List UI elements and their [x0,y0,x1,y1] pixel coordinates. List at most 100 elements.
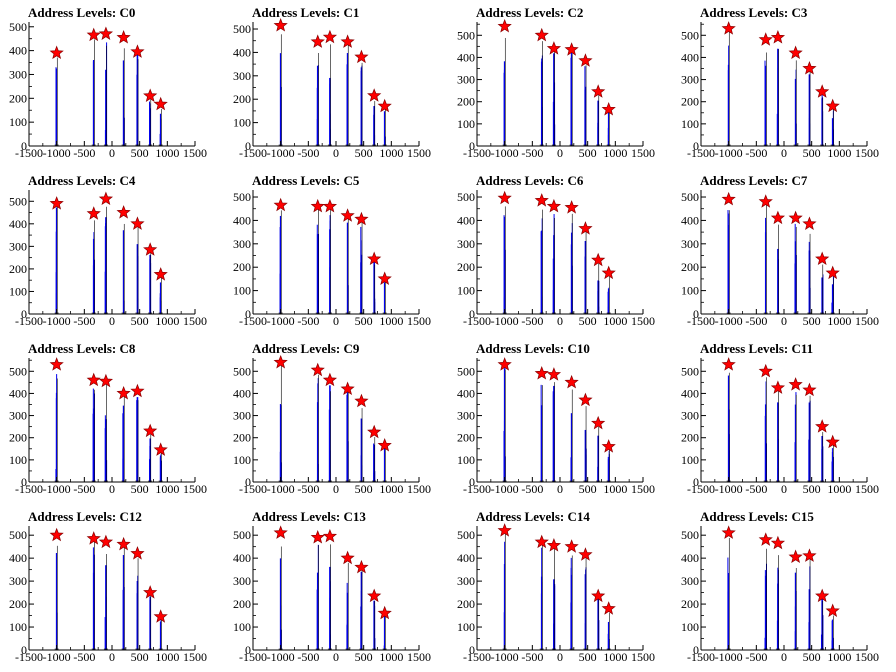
peak-marker [130,383,145,398]
x-tick-label: 0 [109,314,115,328]
y-tick-label: 300 [233,69,251,83]
histogram-plot: 0 100 200 300 400 500 -1500 -1000 -500 0 500 1000 15… [9,357,207,496]
peak-marker [273,197,288,212]
peak-marker [143,88,158,102]
y-tick-label: 500 [9,20,27,34]
y-tick-label: 100 [457,284,475,298]
x-tick-label: -1000 [491,650,519,664]
y-tick-label: 500 [681,364,699,378]
x-tick-label: 1000 [155,650,179,664]
x-tick-label: -1000 [715,314,743,328]
y-tick-label: 300 [9,239,27,253]
y-tick-label: 300 [9,574,27,588]
peak-marker [578,547,593,561]
y-tick-label: 500 [457,528,475,542]
peak-marker [788,45,803,60]
y-tick-label: 300 [233,237,251,251]
x-tick-label: 1000 [827,482,851,496]
peak-markers [273,197,392,285]
peak-marker [143,423,158,438]
x-tick-label: -500 [521,482,543,496]
peak-markers [273,525,392,620]
peak-marker [86,27,101,42]
histogram-plot: 0 100 200 300 400 500 -1500 -1000 -500 0 500 1000 15… [681,21,879,160]
histogram-plot: 0 100 200 300 400 500 -1500 -1000 -500 0 500 1000 15… [233,354,431,496]
y-tick-label: 400 [681,50,699,64]
peak-marker [721,21,736,35]
peak-marker [758,363,773,378]
peak-marker [377,98,392,113]
panel-title: Address Levels: C10 [476,341,590,356]
peak-marker [143,585,158,599]
y-tick-label: 500 [457,28,475,42]
y-tick-label: 200 [457,95,475,109]
y-tick-label: 0 [245,475,251,489]
peak-marker [98,373,114,388]
y-tick-label: 400 [233,213,251,227]
y-tick-label: 100 [233,284,251,298]
y-tick-label: 200 [9,597,27,611]
peak-marker [546,198,562,213]
panel-title: Address Levels: C6 [476,173,584,188]
x-tick-label: 1000 [603,482,627,496]
x-tick-label: 1500 [631,146,655,160]
peak-marker [578,221,593,235]
peak-marker [367,88,382,102]
y-tick-label: 200 [9,431,27,445]
x-tick-label: 1000 [827,314,851,328]
x-tick-label: 1500 [855,146,879,160]
x-tick-label: 1500 [631,482,655,496]
x-tick-label: 1500 [407,482,431,496]
y-tick-label: 200 [457,431,475,445]
peak-marker [758,32,773,46]
peak-marker [322,528,338,543]
peak-marker [815,251,830,266]
x-tick-label: 500 [579,482,597,496]
panel-title: Address Levels: C9 [252,341,360,356]
peak-marker [310,362,325,377]
panel-title: Address Levels: C12 [28,509,142,524]
y-tick-label: 0 [693,139,699,153]
histogram-plot: 0 100 200 300 400 500 -1500 -1000 -500 0 500 1000 15… [233,190,431,328]
y-tick-label: 200 [9,262,27,276]
y-tick-label: 500 [233,22,251,36]
y-tick-label: 300 [457,574,475,588]
y-tick-label: 500 [9,364,27,378]
x-tick-label: -1500 [687,146,715,160]
peak-marker [116,205,131,219]
peak-marker [546,538,562,552]
panel-title: Address Levels: C15 [700,509,814,524]
x-tick-label: -1000 [43,146,71,160]
x-tick-label: 1000 [379,314,403,328]
y-tick-label: 300 [457,237,475,251]
x-tick-label: -1500 [463,650,491,664]
histogram-bars [278,207,387,314]
peak-marker [86,531,101,545]
x-tick-label: -1500 [687,650,715,664]
y-tick-label: 200 [681,95,699,109]
histogram-panel-c1: Address Levels: C1 0 100 200 300 400 500 -1500-… [224,0,448,168]
peak-marker [825,265,840,280]
y-tick-label: 100 [457,453,475,467]
y-tick-label: 300 [233,409,251,423]
x-tick-label: 0 [557,146,563,160]
histogram-bars [54,206,163,314]
peak-marker [578,53,593,67]
x-tick-label: -500 [73,482,95,496]
peak-marker [143,242,158,256]
histogram-plot: 0 100 200 300 400 500 -1500 -1000 -500 0 500 1000 15… [233,18,431,160]
x-tick-label: -500 [297,314,319,328]
x-tick-label: 1500 [407,314,431,328]
peak-marker [98,26,114,40]
y-tick-label: 100 [233,453,251,467]
y-tick-label: 300 [681,409,699,423]
peak-markers [497,18,616,116]
histogram-plot: 0 100 200 300 400 500 -1500 -1000 -500 0 500 1000 15… [457,523,655,664]
histogram-bars [54,39,163,146]
histogram-plot: 0 100 200 300 400 500 -1500 -1000 -500 0 500 1000 15… [457,18,655,160]
y-tick-label: 500 [457,364,475,378]
histogram-panel-c6: Address Levels: C6 0 100 200 300 400 500 -1500-… [448,168,672,336]
peak-markers [721,357,840,449]
x-tick-label: 0 [781,482,787,496]
